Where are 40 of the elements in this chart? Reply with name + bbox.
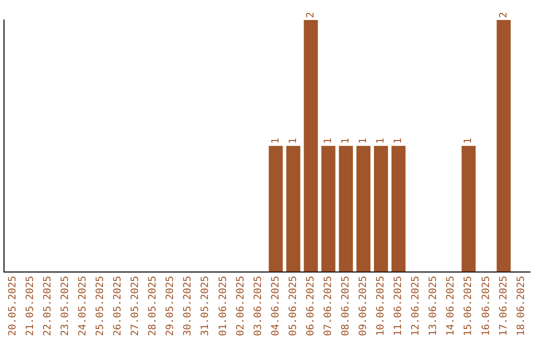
x-tick-label: 24.05.2025	[77, 276, 88, 336]
x-tick-label: 20.05.2025	[7, 276, 18, 336]
x-tick-label: 16.06.2025	[480, 276, 492, 336]
x-tick-label: 18.06.2025	[516, 276, 527, 336]
x-tick-label: 12.06.2025	[410, 276, 422, 336]
x-tick-label: 07.06.2025	[322, 276, 334, 336]
x-tick-label: 17.06.2025	[498, 276, 510, 336]
data-label: 2	[305, 12, 316, 18]
x-tick-label: 01.06.2025	[218, 276, 229, 336]
x-tick-label: 09.06.2025	[358, 276, 370, 336]
x-tick-label: 11.06.2025	[393, 276, 404, 336]
x-tick-label: 21.05.2025	[24, 276, 36, 336]
x-tick-label: 14.06.2025	[446, 276, 457, 336]
data-label: 1	[463, 138, 474, 144]
x-tick-label: 23.05.2025	[60, 276, 71, 336]
data-label: 1	[340, 138, 352, 144]
x-tick-label: 31.05.2025	[200, 276, 212, 336]
x-tick-label: 05.06.2025	[288, 276, 299, 336]
x-tick-label: 22.05.2025	[42, 276, 54, 336]
data-label: 1	[358, 138, 370, 144]
x-tick-label: 06.06.2025	[305, 276, 316, 336]
data-label: 1	[376, 138, 387, 144]
data-label: 1	[393, 138, 404, 144]
x-tick-label: 03.06.2025	[252, 276, 264, 336]
x-tick-label: 02.06.2025	[235, 276, 246, 336]
x-tick-label: 15.06.2025	[463, 276, 474, 336]
x-tick-label: 10.06.2025	[376, 276, 387, 336]
x-tick-label: 13.06.2025	[428, 276, 440, 336]
x-tick-label: 30.05.2025	[182, 276, 194, 336]
x-tick-label: 25.05.2025	[95, 276, 106, 336]
data-label: 1	[288, 138, 299, 144]
x-tick-label: 26.05.2025	[112, 276, 124, 336]
x-tick-label: 04.06.2025	[270, 276, 282, 336]
data-label: 2	[498, 12, 510, 18]
x-tick-label: 08.06.2025	[340, 276, 352, 336]
x-tick-label: 27.05.2025	[130, 276, 142, 336]
data-label: 1	[270, 138, 282, 144]
x-tick-label: 28.05.2025	[148, 276, 159, 336]
data-label: 1	[322, 138, 334, 144]
x-tick-label: 29.05.2025	[165, 276, 176, 336]
